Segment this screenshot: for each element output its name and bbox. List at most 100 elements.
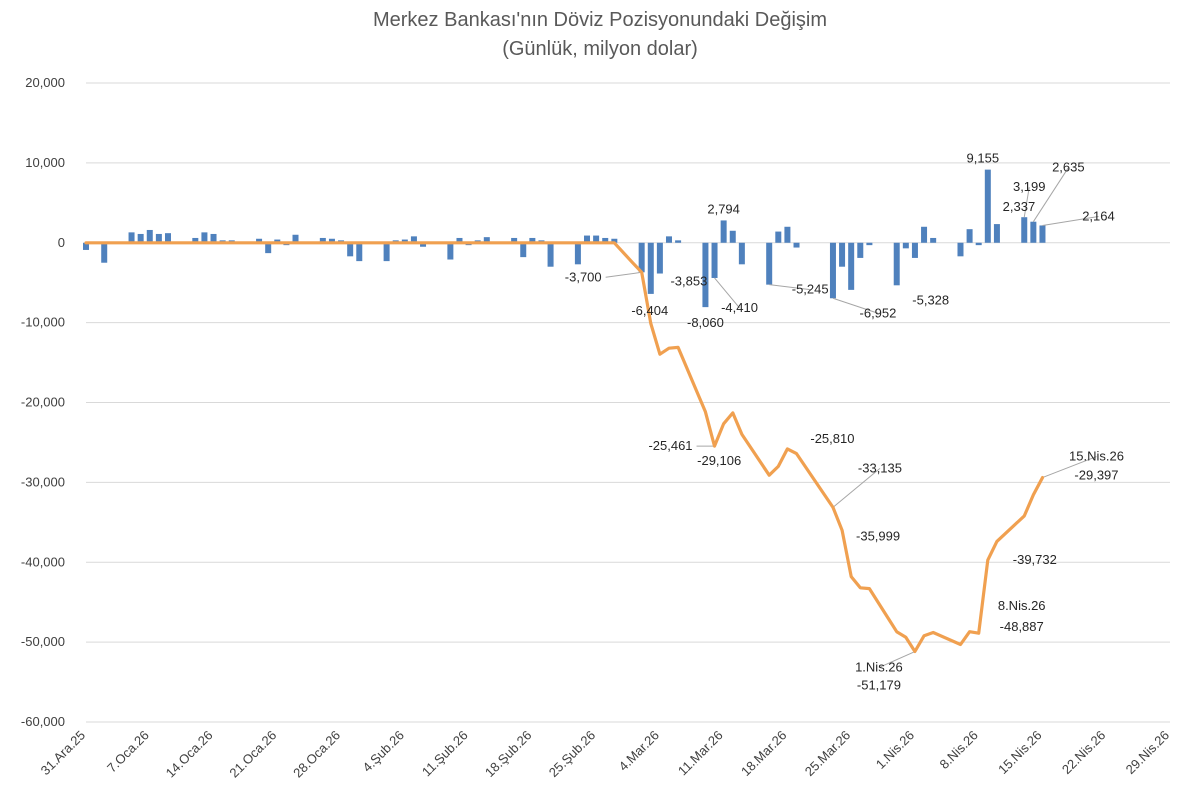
x-tick-label: 25.Şub.26	[546, 728, 599, 781]
leader-lines	[605, 167, 1099, 668]
bar	[711, 242, 718, 278]
bar	[319, 237, 326, 243]
bar	[993, 224, 1000, 243]
bar	[911, 242, 918, 258]
bar	[101, 242, 108, 263]
bar	[292, 234, 299, 243]
x-tick-label: 29.Nis.26	[1123, 728, 1172, 777]
bar	[966, 229, 973, 243]
cumulative-line	[84, 241, 1045, 654]
bar	[766, 242, 773, 285]
data-label: -6,952	[860, 305, 897, 320]
bar	[328, 238, 335, 243]
x-tick-label: 7.Oca.26	[104, 728, 152, 776]
bar	[784, 226, 791, 243]
bar	[975, 242, 982, 246]
data-label: -5,245	[792, 282, 829, 297]
bar	[256, 238, 263, 243]
data-label: -48,887	[1000, 619, 1044, 634]
y-tick-label: 10,000	[25, 155, 65, 170]
bar	[483, 237, 490, 243]
bar	[702, 242, 709, 308]
bar	[665, 236, 672, 243]
bar	[401, 239, 408, 243]
data-label: 3,199	[1013, 179, 1046, 194]
leader-line	[714, 277, 740, 309]
bar	[192, 237, 199, 243]
y-tick-label: -20,000	[21, 395, 65, 410]
bar	[647, 242, 654, 294]
bar	[383, 242, 390, 262]
leader-line	[605, 271, 642, 278]
bar	[593, 235, 600, 243]
bar	[775, 231, 782, 243]
leader-line	[1023, 187, 1030, 218]
x-tick-label: 18.Mar.26	[738, 728, 789, 779]
y-tick-label: -50,000	[21, 634, 65, 649]
leader-line	[878, 651, 916, 668]
bar	[984, 169, 991, 243]
data-label: -3,700	[565, 269, 602, 284]
bar	[930, 237, 937, 243]
bar	[1021, 217, 1028, 243]
x-tick-label: 4.Şub.26	[360, 728, 407, 775]
x-tick-label: 21.Oca.26	[226, 728, 279, 781]
x-tick-label: 18.Şub.26	[482, 728, 535, 781]
data-label: -29,106	[697, 453, 741, 468]
x-tick-label: 14.Oca.26	[163, 728, 216, 781]
bar	[829, 242, 836, 299]
bar	[274, 239, 281, 243]
data-label: 8.Nis.26	[998, 598, 1046, 613]
bar	[902, 242, 909, 249]
bar	[738, 242, 745, 265]
bar	[529, 237, 536, 243]
data-label: -25,810	[810, 431, 854, 446]
bar	[839, 242, 846, 267]
bar	[520, 242, 527, 258]
chart-title: Merkez Bankası'nın Döviz Pozisyonundaki …	[372, 9, 827, 31]
bar	[866, 242, 873, 246]
bar	[857, 242, 864, 258]
bar	[638, 242, 645, 273]
leader-line	[832, 468, 881, 508]
bar	[675, 240, 682, 243]
y-tick-label: -30,000	[21, 474, 65, 489]
x-tick-label: 22.Nis.26	[1059, 728, 1108, 777]
bar	[146, 229, 153, 243]
data-label: -6,404	[631, 303, 668, 318]
bar	[720, 220, 727, 243]
data-label: -25,461	[648, 438, 692, 453]
bar	[164, 233, 171, 243]
x-tick-label: 25.Mar.26	[802, 728, 853, 779]
data-label: -4,410	[721, 300, 758, 315]
data-label: -8,060	[687, 315, 724, 330]
bar	[128, 232, 135, 243]
bar	[420, 242, 427, 247]
y-tick-label: 0	[58, 235, 65, 250]
bar	[574, 242, 581, 265]
bar	[356, 242, 363, 262]
x-tick-label: 11.Mar.26	[675, 728, 726, 779]
data-label: -5,328	[912, 292, 949, 307]
bar	[547, 242, 554, 267]
line-series	[84, 241, 1045, 654]
x-tick-label: 31.Ara.25	[38, 728, 88, 778]
data-label: 15.Nis.26	[1069, 449, 1124, 464]
bar	[265, 242, 272, 254]
bar	[347, 242, 354, 257]
data-label: -33,135	[858, 460, 902, 475]
y-tick-label: -60,000	[21, 714, 65, 729]
leader-line	[769, 284, 811, 291]
bar-series	[83, 169, 1046, 308]
y-tick-label: 20,000	[25, 75, 65, 90]
x-tick-label: 1.Nis.26	[873, 728, 917, 772]
data-label: -3,853	[670, 274, 707, 289]
leader-line	[832, 297, 879, 314]
x-tick-label: 4.Mar.26	[616, 728, 662, 774]
x-tick-label: 8.Nis.26	[936, 728, 980, 772]
leader-line	[1032, 167, 1069, 222]
x-axis-ticks: 31.Ara.25 7.Oca.26 14.Oca.26 21.Oca.26 28.Oc…	[38, 728, 1172, 781]
leader-line	[1042, 215, 1099, 226]
bar	[848, 242, 855, 290]
